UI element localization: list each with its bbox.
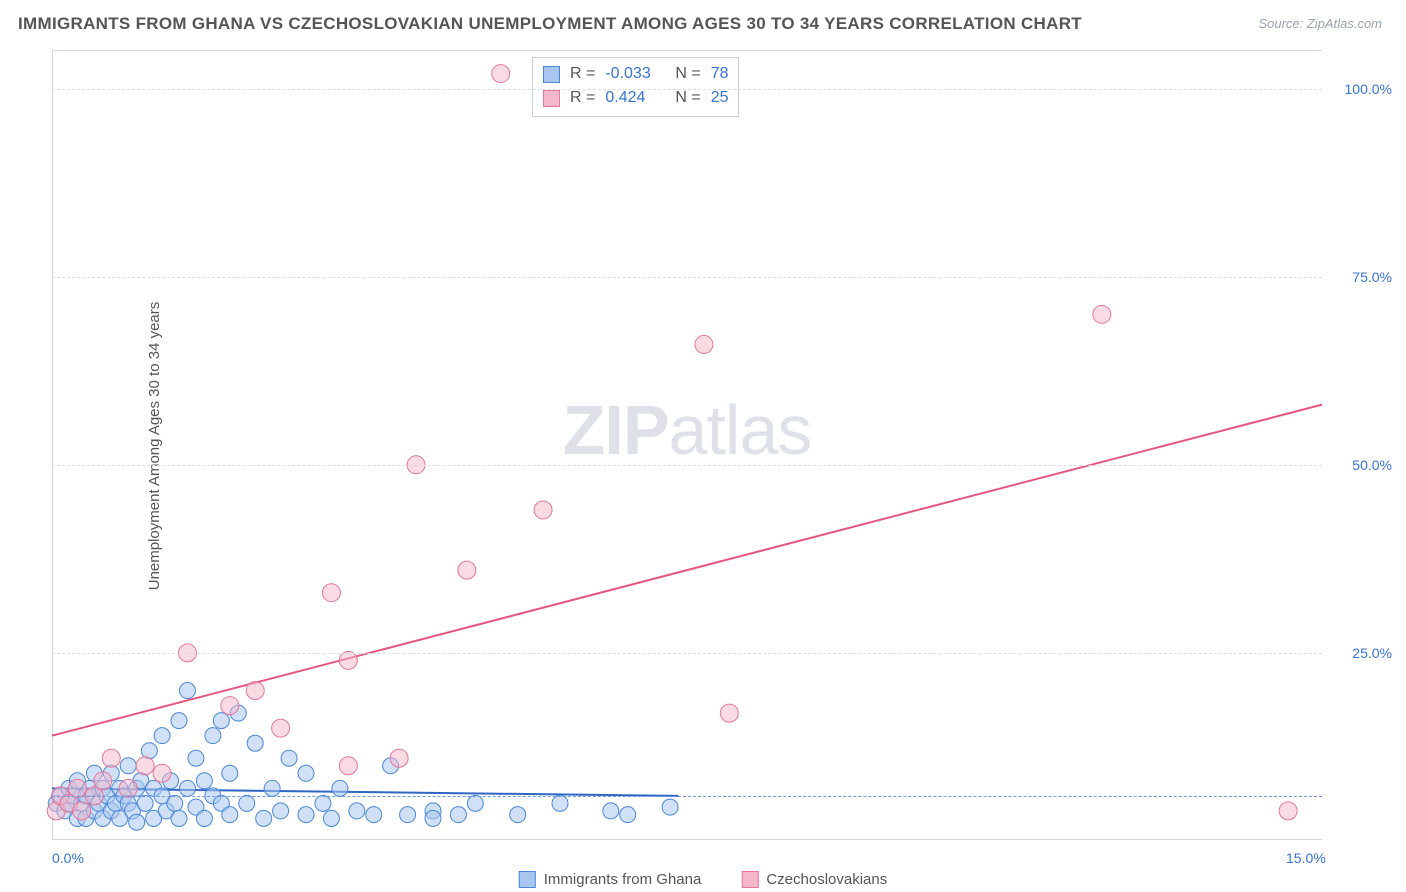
r-label: R = [570, 62, 595, 86]
y-tick-label: 75.0% [1352, 269, 1392, 285]
series-swatch [543, 90, 560, 107]
dashed-reference-line [52, 796, 1322, 797]
legend-item: Immigrants from Ghana [519, 871, 702, 888]
gridline [52, 465, 1322, 466]
legend-label: Immigrants from Ghana [544, 871, 702, 888]
n-value: 78 [711, 62, 729, 86]
gridline [52, 653, 1322, 654]
gridline [52, 89, 1322, 90]
legend-swatch [741, 871, 758, 888]
legend-item: Czechoslovakians [741, 871, 887, 888]
r-value: -0.033 [605, 62, 665, 86]
series-swatch [543, 66, 560, 83]
legend: Immigrants from Ghana Czechoslovakians [519, 871, 887, 888]
legend-label: Czechoslovakians [766, 871, 887, 888]
y-tick-label: 50.0% [1352, 457, 1392, 473]
y-tick-label: 25.0% [1352, 645, 1392, 661]
gridline [52, 277, 1322, 278]
legend-swatch [519, 871, 536, 888]
plot-svg [52, 51, 1322, 840]
page-title: IMMIGRANTS FROM GHANA VS CZECHOSLOVAKIAN… [18, 14, 1082, 34]
source-attribution: Source: ZipAtlas.com [1258, 16, 1382, 31]
x-tick-label: 15.0% [1286, 850, 1326, 866]
statistics-box: R =-0.033N =78R =0.424N =25 [532, 57, 739, 117]
scatter-plot: ZIPatlas R =-0.033N =78R =0.424N =25 25.… [52, 50, 1322, 840]
y-tick-label: 100.0% [1345, 81, 1392, 97]
x-tick-label: 0.0% [52, 850, 84, 866]
stat-row: R = -0.033 N = 78 [543, 62, 728, 86]
n-label: N = [675, 62, 700, 86]
